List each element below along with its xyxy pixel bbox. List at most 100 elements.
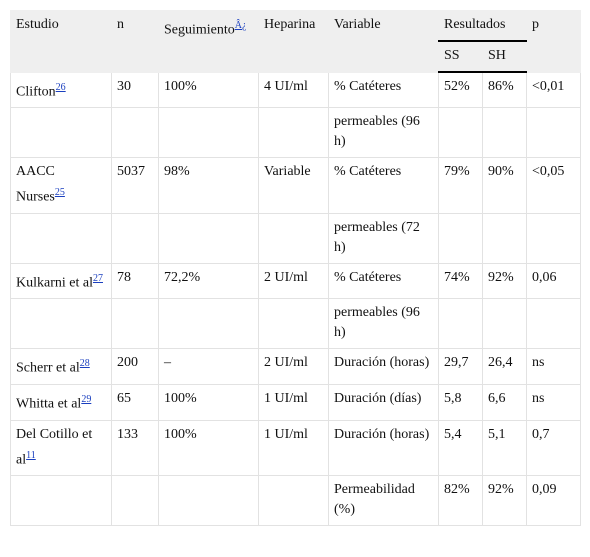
study-name: AACC Nurses [16, 164, 55, 205]
table-cell: 0,09 [526, 475, 582, 527]
table-cell [258, 475, 329, 527]
table-cell: 52% [438, 71, 483, 109]
table-cell: 26,4 [481, 348, 528, 386]
table-cell: 2 UI/ml [258, 348, 329, 386]
table-cell: 72,2% [158, 262, 259, 300]
study-name: Del Cotillo et al [16, 426, 93, 468]
table-cell: 79% [438, 157, 483, 214]
study-name: Whitta et al [16, 396, 82, 412]
table-cell [10, 298, 112, 350]
table-cell: Clifton26 [10, 71, 112, 109]
header-cell: Resultados [437, 10, 528, 42]
header-cell: Estudio [10, 10, 112, 73]
table-cell [481, 107, 528, 159]
table-row: AACC Nurses25 5037 98% Variable% Catéteres 7… [10, 157, 582, 214]
table-cell: 100% [158, 71, 259, 109]
table-cell [111, 212, 159, 264]
table-row: permeables (72 h) [10, 212, 582, 264]
table-row: Whitta et al29 65 100% 1 UI/ml Duración (día… [10, 384, 582, 421]
reference-link[interactable]: 26 [55, 81, 66, 93]
table-cell: % Catéteres [328, 157, 439, 214]
table-cell: AACC Nurses25 [10, 157, 112, 214]
header-cell: SeguimientoÂ¿ [158, 10, 259, 73]
table-row: Kulkarni et al27 78 72,2% 2 UI/ml% Catétere… [10, 262, 582, 300]
header-cell: SS [438, 40, 483, 73]
table-cell [438, 107, 483, 159]
table-cell: <0,05 [526, 157, 582, 214]
table-cell [438, 212, 483, 264]
table-cell: 0,7 [526, 419, 582, 477]
table-cell [526, 212, 582, 264]
table-cell [111, 107, 159, 159]
table-cell [158, 298, 259, 350]
table-cell [438, 298, 483, 350]
header-cell: Heparina [258, 10, 329, 73]
table-row: Del Cotillo et al11 133 100% 1 UI/ml Duració… [10, 419, 582, 477]
table-cell: Del Cotillo et al11 [10, 419, 112, 477]
reference-link[interactable]: 29 [81, 394, 92, 406]
table-cell: Duración (horas) [328, 348, 439, 386]
reference-link[interactable]: 11 [26, 449, 36, 461]
header-text: Seguimiento [164, 22, 235, 38]
table-cell: – [158, 348, 259, 386]
table-cell [526, 298, 582, 350]
reference-link[interactable]: 27 [92, 272, 103, 284]
table-cell: 78 [111, 262, 159, 300]
study-name: Clifton [16, 84, 56, 100]
table-cell: 133 [111, 419, 159, 477]
table-cell: 1 UI/ml [258, 384, 329, 421]
table-cell [158, 107, 259, 159]
table-cell: 82% [438, 475, 483, 527]
table-cell [10, 212, 112, 264]
table-header: Estudio n SeguimientoÂ¿ Heparina Variabl… [10, 10, 582, 73]
table-cell [10, 475, 112, 527]
table-cell [111, 298, 159, 350]
table-cell [10, 107, 112, 159]
table-cell: 100% [158, 419, 259, 477]
table-cell: 1 UI/ml [258, 419, 329, 477]
table-cell [481, 212, 528, 264]
table-cell: 100% [158, 384, 259, 421]
study-name: Scherr et al [16, 361, 80, 377]
header-cell: n [111, 10, 159, 73]
footnote-link[interactable]: Â¿ [234, 20, 247, 31]
table-cell: 5,1 [481, 419, 528, 477]
table-row: Scherr et al28 200–2 UI/ml Duración (horas… [10, 348, 582, 386]
reference-link[interactable]: 25 [54, 187, 65, 199]
table-cell [258, 107, 329, 159]
table-cell: ns [526, 348, 582, 386]
header-cell: p [526, 10, 582, 73]
table-cell: Whitta et al29 [10, 384, 112, 421]
table-cell: 4 UI/ml [258, 71, 329, 109]
table-cell [111, 475, 159, 527]
table-cell: <0,01 [526, 71, 582, 109]
table-cell: Duración (días) [328, 384, 439, 421]
table-cell: 5037 [111, 157, 159, 214]
table-cell: 74% [438, 262, 483, 300]
study-name: Kulkarni et al [16, 275, 93, 291]
table-body: Clifton26 30 100% 4 UI/ml% Catéteres 52% 86% <… [10, 71, 582, 527]
table-row: Permeabilidad (%) 82% 92% 0,09 [10, 475, 582, 527]
table-cell: 0,06 [526, 262, 582, 300]
table-cell: % Catéteres [328, 71, 439, 109]
table-cell: 5,4 [438, 419, 483, 477]
table-cell: ns [526, 384, 582, 421]
table-cell [258, 298, 329, 350]
table-cell [481, 298, 528, 350]
table-cell: 92% [481, 475, 528, 527]
table-cell: 90% [481, 157, 528, 214]
table-cell [258, 212, 329, 264]
table-row: permeables (96 h) [10, 298, 582, 350]
table-cell: Kulkarni et al27 [10, 262, 112, 300]
reference-link[interactable]: 28 [79, 358, 90, 370]
table-cell: 200 [111, 348, 159, 386]
table-cell: Variable [258, 157, 329, 214]
table-cell: Permeabilidad (%) [328, 475, 439, 527]
table-cell: permeables (96 h) [328, 298, 439, 350]
table-cell: 92% [481, 262, 528, 300]
table-cell: permeables (96 h) [328, 107, 439, 159]
table-cell: Duración (horas) [328, 419, 439, 477]
table-cell [158, 212, 259, 264]
table-cell: 29,7 [438, 348, 483, 386]
